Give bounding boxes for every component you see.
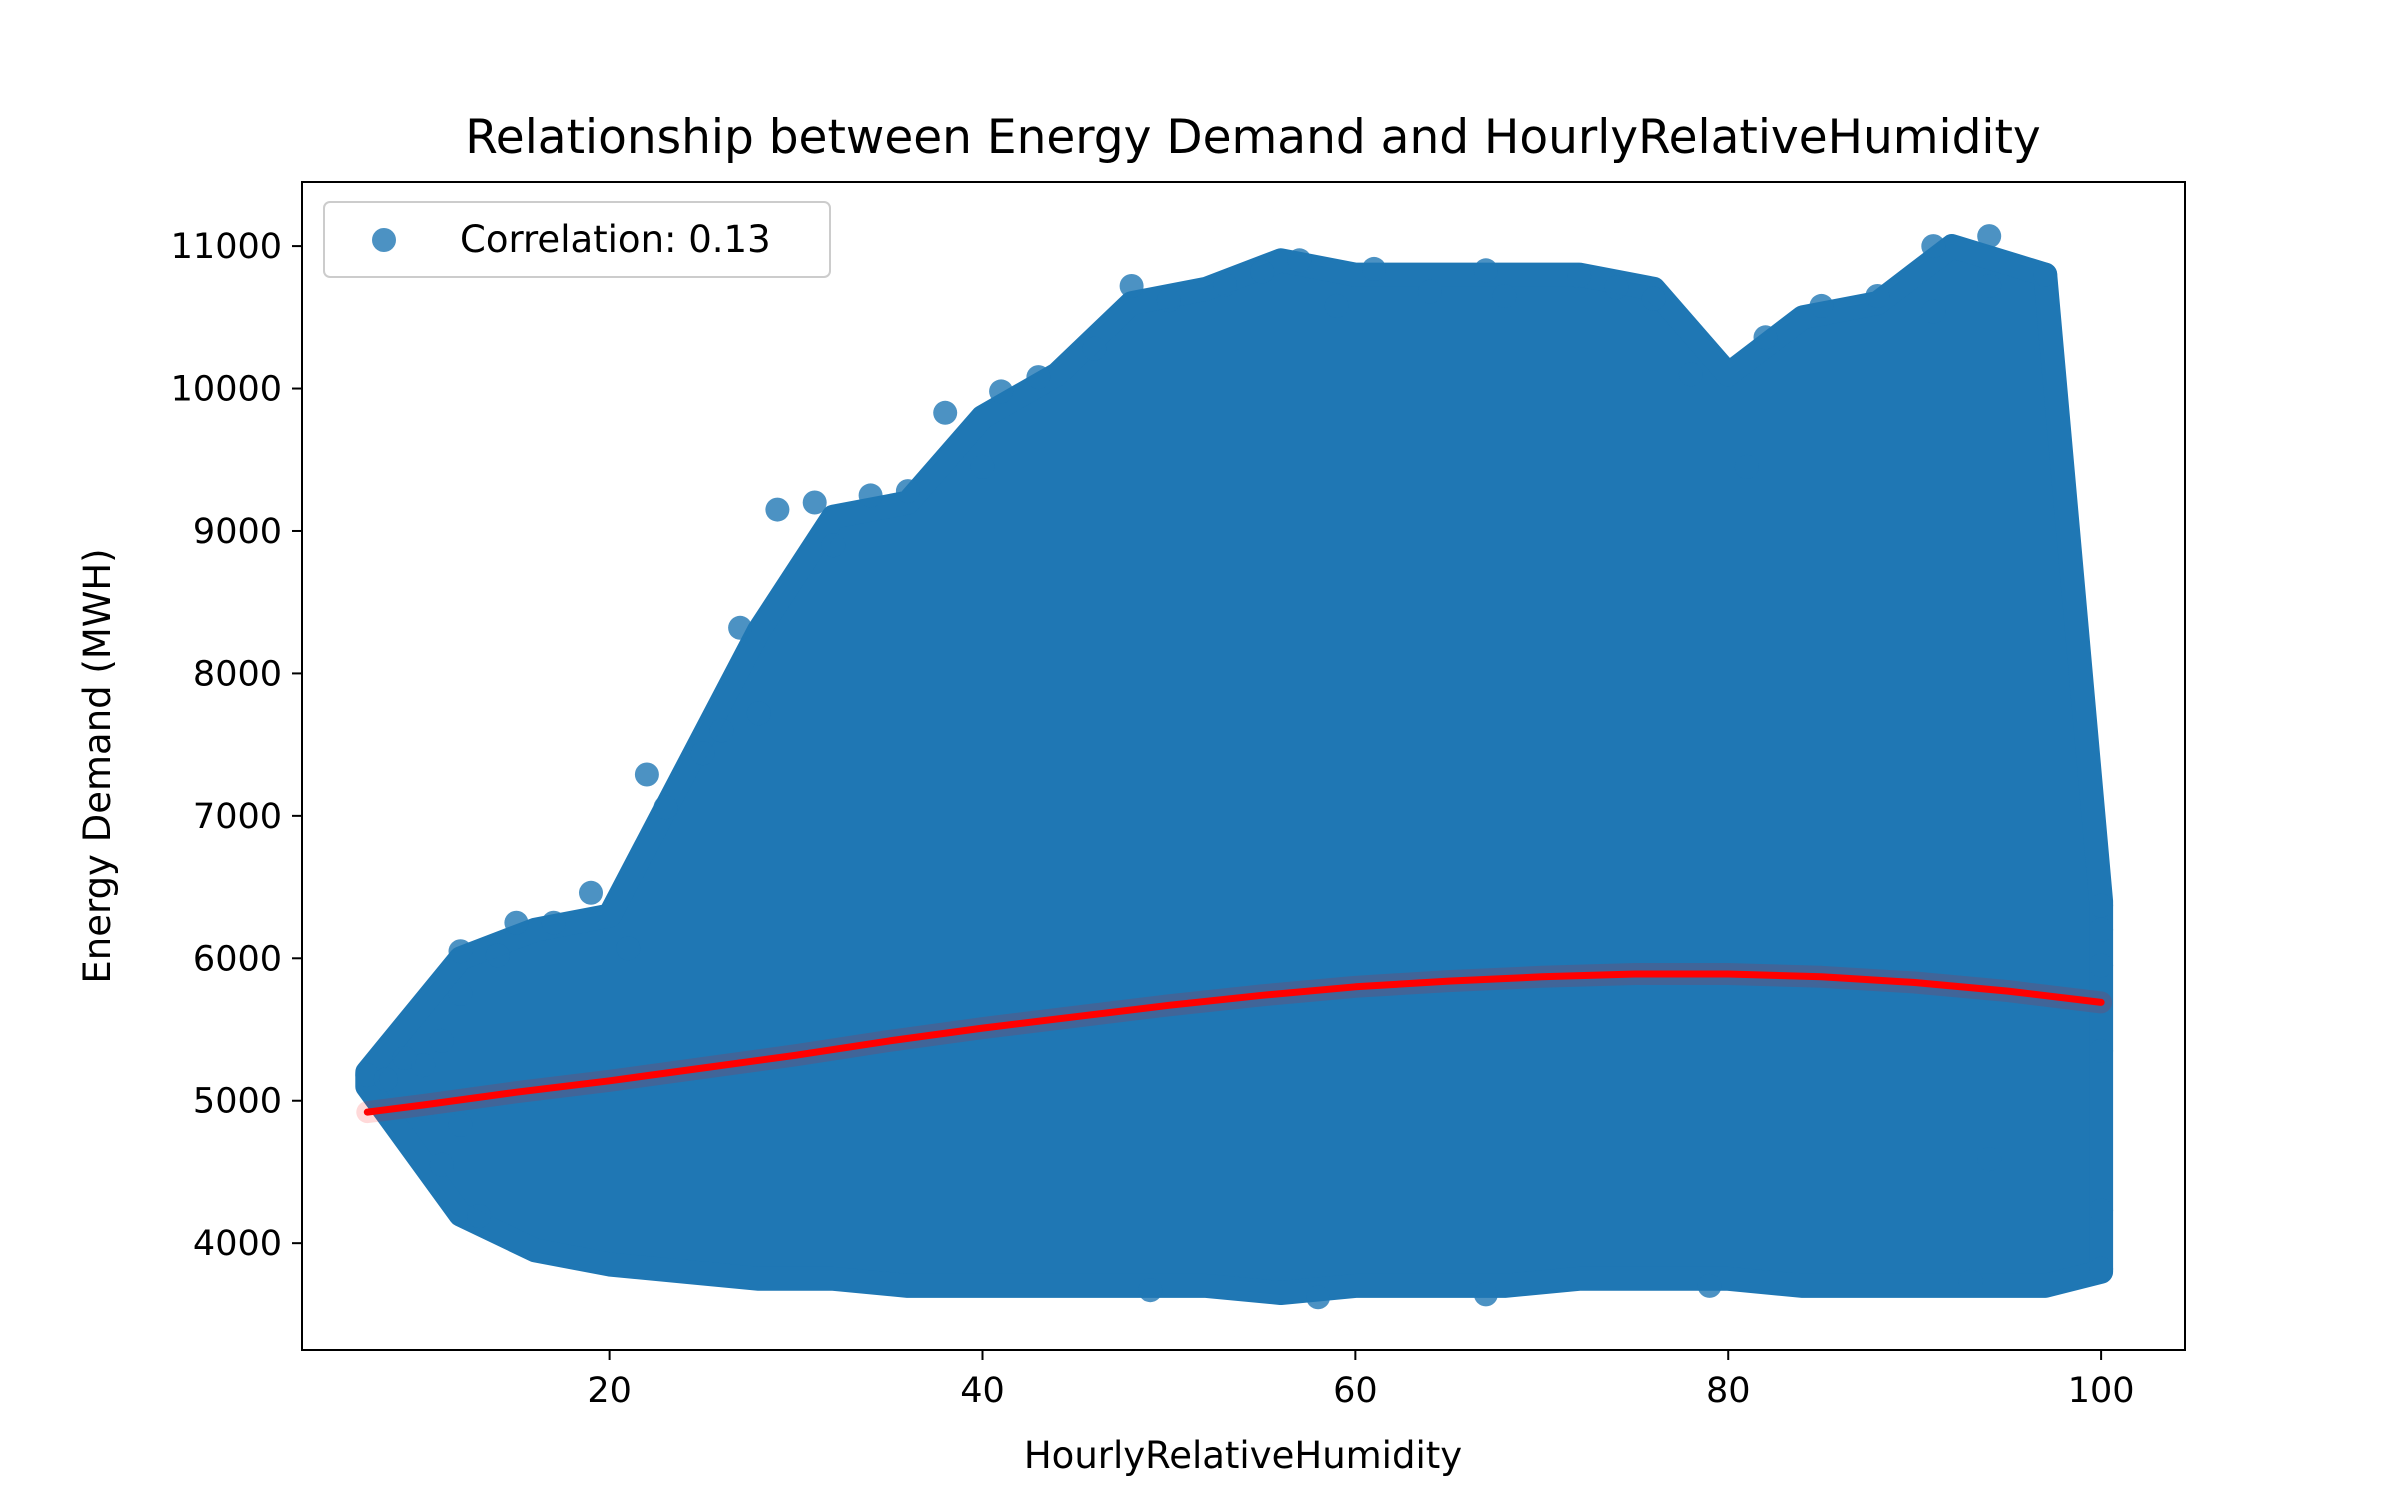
x-tick-label: 100 (2068, 1371, 2135, 1411)
data-point (690, 741, 715, 766)
fit-line (363, 970, 2105, 1116)
data-point (504, 910, 529, 935)
data-point (1417, 279, 1442, 304)
data-point (746, 701, 771, 726)
data-point (1753, 325, 1778, 350)
fit-line-layer (356, 963, 2113, 1124)
legend: Correlation: 0.13 (323, 201, 831, 278)
data-point (467, 1204, 492, 1229)
data-point (2089, 1256, 2114, 1281)
data-point (448, 1112, 473, 1137)
data-point (728, 615, 753, 640)
y-tick-label: 9000 (193, 512, 282, 552)
data-point (2089, 1198, 2114, 1223)
data-point (1678, 362, 1703, 387)
y-axis: 4000 5000 6000 7000 8000 9000 10000 11000 (171, 227, 302, 1264)
data-point (1026, 365, 1051, 390)
legend-label: Correlation: 0.13 (460, 218, 771, 261)
x-tick-label: 20 (587, 1371, 632, 1411)
data-point (411, 1053, 436, 1078)
data-point (1977, 224, 2002, 249)
data-point (989, 379, 1014, 404)
data-point (653, 795, 678, 820)
data-point (1809, 293, 1834, 318)
data-point (429, 1152, 454, 1177)
data-point (821, 533, 846, 558)
data-point (1473, 258, 1498, 283)
data-point (541, 910, 566, 935)
data-point (2033, 262, 2058, 287)
data-point (448, 939, 473, 964)
data-point (1138, 1278, 1163, 1303)
data-point (1250, 259, 1275, 284)
data-point (1865, 284, 1890, 308)
data-point (1212, 272, 1237, 297)
data-point (1641, 286, 1666, 311)
y-tick-label: 8000 (193, 654, 282, 694)
data-point (1306, 1285, 1331, 1310)
plot-frame (301, 181, 2186, 1351)
y-tick-label: 11000 (171, 227, 282, 267)
x-tick-label: 80 (1706, 1371, 1751, 1411)
data-point (1082, 336, 1107, 361)
y-axis-label: Energy Demand (MWH) (76, 548, 119, 983)
data-point (765, 497, 790, 522)
y-tick-label: 10000 (171, 370, 282, 410)
x-tick-label: 60 (1333, 1371, 1378, 1411)
x-axis: 20 40 60 80 100 (587, 1350, 2135, 1411)
data-point (579, 880, 603, 905)
data-point (2089, 917, 2114, 942)
data-point (802, 490, 827, 515)
legend-box (323, 201, 831, 278)
data-point (485, 943, 510, 968)
data-point (1119, 274, 1144, 298)
data-point (895, 479, 920, 504)
data-point (1492, 284, 1517, 308)
data-point (1958, 1269, 1983, 1294)
data-point (448, 981, 473, 1006)
data-point (1473, 1282, 1498, 1307)
data-point (2089, 893, 2114, 918)
data-point (1567, 264, 1592, 288)
x-axis-label: HourlyRelativeHumidity (1024, 1434, 1462, 1477)
data-point (1921, 234, 1946, 259)
y-tick-label: 7000 (193, 797, 282, 837)
y-tick-label: 4000 (193, 1224, 282, 1264)
data-point (355, 1063, 380, 1088)
x-tick-label: 40 (960, 1371, 1005, 1411)
data-point (1604, 275, 1629, 300)
data-point (933, 400, 958, 425)
legend-marker (372, 228, 396, 252)
data-point (392, 1046, 417, 1070)
chart-title: Relationship between Energy Demand and H… (465, 110, 2040, 165)
data-point (1977, 274, 2002, 298)
data-point (1697, 1273, 1722, 1298)
data-point (373, 1067, 398, 1092)
data-point (1734, 454, 1759, 479)
data-point (1977, 1147, 2002, 1172)
data-point (858, 483, 883, 508)
data-point (1324, 293, 1349, 318)
data-point (634, 762, 659, 787)
data-point (2089, 953, 2114, 978)
y-tick-label: 6000 (193, 939, 282, 979)
data-point (1156, 288, 1181, 313)
data-point (1287, 248, 1312, 273)
data-point (616, 936, 641, 961)
data-point (2089, 1038, 2114, 1063)
data-point (970, 454, 995, 479)
data-point (1362, 256, 1386, 281)
y-tick-label: 5000 (193, 1082, 282, 1122)
data-point (429, 1028, 454, 1053)
plot-area (355, 224, 2114, 1310)
data-point (1921, 299, 1946, 324)
data-point (709, 718, 734, 743)
